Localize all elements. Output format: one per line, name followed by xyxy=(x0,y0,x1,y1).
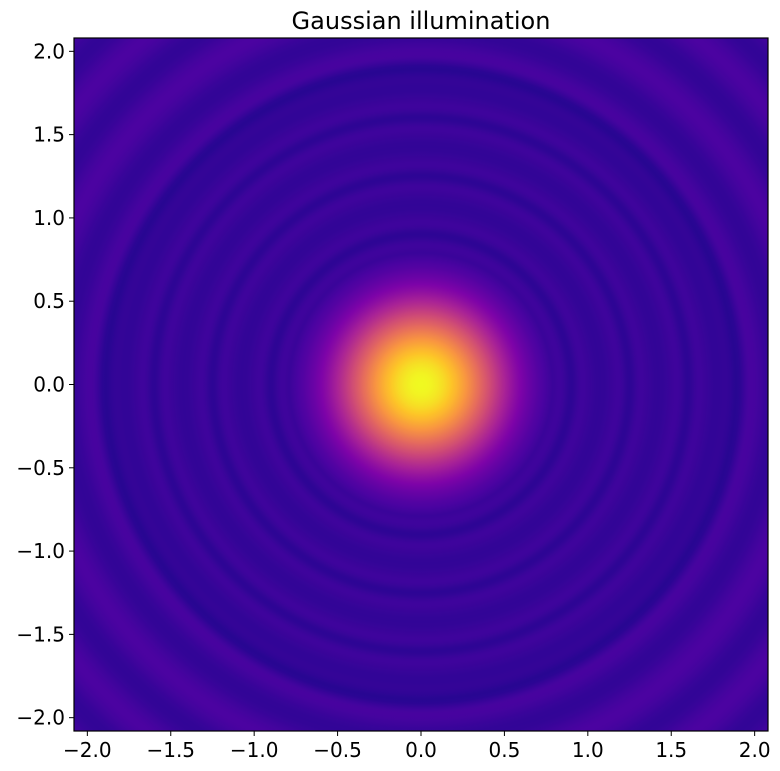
y-tick-label: −1.5 xyxy=(16,622,65,646)
y-tick-label: 2.0 xyxy=(33,39,65,63)
x-tick-label: 2.0 xyxy=(739,738,771,762)
y-tick-label: −2.0 xyxy=(16,706,65,730)
y-tick-label: 0.0 xyxy=(33,373,65,397)
chart-title: Gaussian illumination xyxy=(292,7,551,35)
x-tick-label: 1.0 xyxy=(572,738,604,762)
y-tick-label: 1.0 xyxy=(33,206,65,230)
x-tick-label: −0.5 xyxy=(313,738,362,762)
x-tick-label: −1.5 xyxy=(146,738,195,762)
y-tick-label: 0.5 xyxy=(33,289,65,313)
x-tick-label: −2.0 xyxy=(63,738,112,762)
y-tick-label: −0.5 xyxy=(16,456,65,480)
x-tick-label: −1.0 xyxy=(230,738,279,762)
x-tick-label: 0.5 xyxy=(489,738,521,762)
x-axis-ticks: −2.0 −1.5 −1.0 −0.5 0.0 0.5 1.0 1.5 2.0 xyxy=(63,731,771,762)
x-tick-label: 1.5 xyxy=(655,738,687,762)
x-tick-label: 0.0 xyxy=(405,738,437,762)
heatmap-image xyxy=(74,38,768,731)
y-axis-ticks: −2.0 −1.5 −1.0 −0.5 0.0 0.5 1.0 1.5 2.0 xyxy=(16,39,74,730)
plot-area xyxy=(74,38,768,731)
y-tick-label: −1.0 xyxy=(16,539,65,563)
y-tick-label: 1.5 xyxy=(33,123,65,147)
